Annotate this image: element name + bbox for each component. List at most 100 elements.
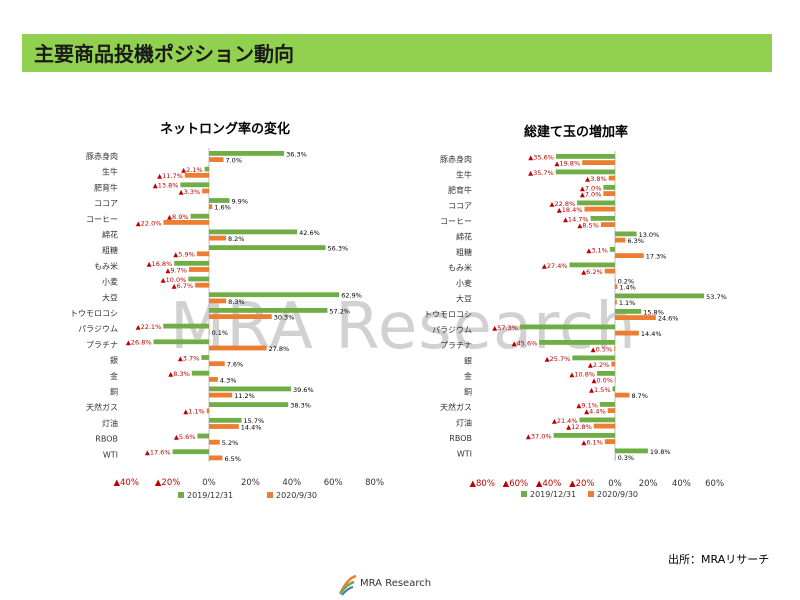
data-label: ▲13.8% (153, 182, 179, 190)
bar (597, 371, 615, 376)
bar (209, 439, 220, 445)
category-label: 生牛 (102, 167, 118, 177)
data-label: 0.1% (212, 329, 229, 337)
data-label: ▲3.3% (179, 188, 201, 196)
data-label: 19.8% (650, 448, 671, 456)
bar (209, 157, 224, 162)
data-label: ▲3.8% (585, 175, 607, 183)
category-label: RBOB (449, 434, 472, 443)
data-label: 0.2% (618, 277, 635, 285)
data-label: ▲3.1% (586, 246, 608, 254)
data-label: ▲2.1% (181, 166, 203, 174)
category-label: 金 (110, 371, 118, 381)
bar (615, 392, 630, 398)
legend-label: 2020/9/30 (597, 490, 638, 499)
category-label: ココア (448, 202, 472, 211)
data-label: 17.3% (646, 253, 667, 261)
data-label: ▲7.0% (580, 184, 602, 192)
logo: MRA Research (338, 574, 431, 596)
category-label: 肥育牛 (448, 185, 472, 195)
bar (582, 160, 615, 165)
bar (209, 235, 226, 241)
bar (615, 253, 644, 258)
data-label: 39.6% (293, 386, 314, 394)
data-label: ▲9.7% (165, 266, 187, 274)
data-label: ▲8.5% (577, 222, 599, 230)
bar (579, 417, 615, 423)
data-label: 27.8% (269, 345, 290, 353)
bar (604, 439, 615, 444)
category-label: 小麦 (456, 278, 472, 288)
category-label: パラジウム (432, 326, 472, 335)
data-label: ▲35.7% (528, 169, 554, 177)
title-bar: 主要商品投機ポジション動向 (22, 34, 772, 72)
category-label: 銅 (110, 387, 118, 397)
logo-icon (338, 574, 357, 596)
data-label: ▲10.0% (161, 276, 187, 284)
category-label: トウモロコシ (70, 309, 118, 318)
data-label: 24.6% (658, 315, 679, 323)
data-label: ▲19.8% (554, 160, 580, 168)
bar (615, 454, 616, 460)
data-label: ▲14.7% (563, 215, 589, 223)
tick-label: 20% (639, 479, 658, 489)
data-label: 15.7% (243, 417, 264, 425)
data-label: ▲10.8% (569, 370, 595, 378)
legend-label: 2020/9/30 (276, 491, 317, 500)
data-label: ▲22.0% (136, 219, 162, 227)
bar (577, 200, 615, 206)
category-label: 天然ガス (86, 402, 118, 412)
bar (206, 408, 209, 414)
category-label: コーヒー (440, 217, 472, 226)
data-label: ▲22.1% (136, 323, 162, 331)
bar (615, 315, 656, 320)
category-label: もみ米 (448, 263, 472, 273)
data-label: 11.2% (234, 392, 255, 400)
data-label: 6.5% (224, 455, 241, 463)
data-label: ▲0.5% (591, 346, 613, 354)
data-label: ▲16.8% (147, 260, 173, 268)
bar (614, 346, 615, 351)
data-label: 30.3% (274, 314, 295, 322)
bar (615, 330, 639, 336)
tick-label: 20% (241, 478, 260, 488)
data-label: 15.8% (643, 308, 664, 316)
data-label: 38.3% (290, 402, 311, 410)
category-label: プラチナ (440, 341, 472, 350)
bar (615, 293, 705, 299)
category-label: 銀 (464, 356, 472, 366)
category-label: WTI (103, 450, 118, 459)
bar (590, 216, 615, 221)
category-label: プラチナ (86, 340, 118, 349)
data-label: ▲8.3% (168, 370, 190, 378)
legend-swatch (267, 492, 273, 498)
data-label: ▲5.9% (173, 251, 195, 259)
data-label: 14.4% (641, 330, 662, 338)
category-label: 綿花 (102, 230, 118, 240)
bar (197, 433, 209, 439)
bar (163, 323, 209, 329)
data-label: 9.9% (231, 197, 248, 205)
bar (209, 417, 242, 423)
category-label: 大豆 (456, 294, 472, 304)
bar (209, 361, 225, 367)
category-label: 豚赤身肉 (440, 154, 472, 164)
bar (604, 268, 615, 274)
data-label: ▲5.6% (174, 433, 196, 441)
data-label: ▲6.7% (172, 282, 194, 290)
data-label: ▲57.3% (492, 324, 518, 332)
bar (191, 370, 209, 376)
bar (615, 284, 618, 289)
bar (615, 299, 617, 305)
bar (599, 402, 615, 407)
data-label: ▲3.7% (178, 354, 200, 362)
bar (539, 340, 615, 345)
data-label: 57.2% (329, 307, 350, 315)
data-label: 42.6% (299, 229, 320, 237)
tick-label: ▲60% (503, 479, 528, 489)
data-label: ▲18.4% (557, 206, 583, 214)
bar (209, 392, 233, 398)
data-label: 8.7% (631, 392, 648, 400)
tick-label: ▲20% (155, 478, 180, 488)
